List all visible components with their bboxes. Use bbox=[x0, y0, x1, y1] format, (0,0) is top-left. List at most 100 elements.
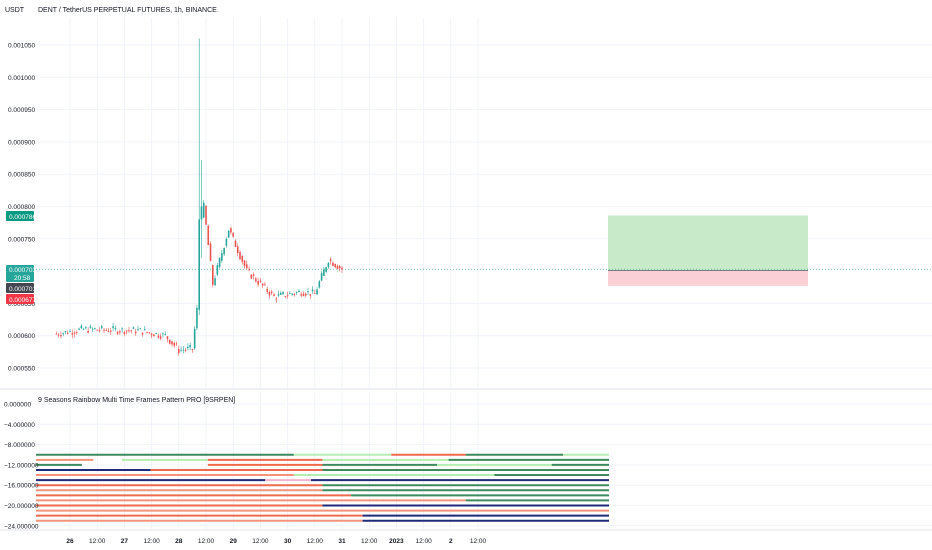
candle-body[interactable] bbox=[259, 280, 262, 282]
candle-body[interactable] bbox=[166, 336, 169, 340]
candle-body[interactable] bbox=[234, 240, 237, 248]
candle-body[interactable] bbox=[96, 329, 98, 331]
candle-body[interactable] bbox=[128, 330, 130, 332]
candle-body[interactable] bbox=[327, 262, 330, 267]
candle-body[interactable] bbox=[255, 278, 257, 282]
candle-body[interactable] bbox=[144, 329, 146, 331]
candle-body[interactable] bbox=[320, 273, 323, 281]
candle-body[interactable] bbox=[164, 334, 166, 335]
candle-body[interactable] bbox=[121, 328, 123, 330]
candle-body[interactable] bbox=[89, 326, 92, 328]
candle-body[interactable] bbox=[132, 327, 135, 329]
candle-body[interactable] bbox=[168, 339, 171, 344]
candle-body[interactable] bbox=[252, 274, 255, 276]
candle-body[interactable] bbox=[98, 329, 101, 331]
candle-body[interactable] bbox=[302, 293, 305, 296]
candle-body[interactable] bbox=[69, 331, 71, 332]
candle-body[interactable] bbox=[275, 298, 278, 300]
candle-body[interactable] bbox=[221, 253, 223, 261]
candle-body[interactable] bbox=[332, 262, 334, 266]
candle-body[interactable] bbox=[246, 264, 248, 269]
candle-body[interactable] bbox=[248, 269, 250, 271]
candle-body[interactable] bbox=[80, 325, 83, 329]
candle-body[interactable] bbox=[155, 333, 157, 334]
candle-body[interactable] bbox=[270, 291, 273, 293]
candle-body[interactable] bbox=[134, 331, 137, 334]
candle-body[interactable] bbox=[196, 307, 198, 329]
candle-body[interactable] bbox=[171, 341, 173, 345]
candle-body[interactable] bbox=[291, 293, 293, 295]
candle-body[interactable] bbox=[241, 255, 244, 262]
candle-body[interactable] bbox=[334, 264, 336, 268]
candle-body[interactable] bbox=[148, 332, 151, 334]
candle-body[interactable] bbox=[198, 219, 200, 310]
candle-body[interactable] bbox=[225, 238, 228, 246]
candle-body[interactable] bbox=[261, 283, 264, 286]
candle-body[interactable] bbox=[78, 328, 80, 330]
candle-body[interactable] bbox=[62, 333, 64, 335]
candle-body[interactable] bbox=[202, 202, 205, 218]
candle-body[interactable] bbox=[116, 331, 119, 334]
candle-body[interactable] bbox=[119, 331, 121, 333]
candle-body[interactable] bbox=[150, 333, 153, 336]
candle-body[interactable] bbox=[182, 349, 185, 351]
candle-body[interactable] bbox=[280, 292, 282, 295]
candle-body[interactable] bbox=[309, 294, 312, 296]
candle-body[interactable] bbox=[178, 349, 180, 353]
candle-body[interactable] bbox=[243, 260, 246, 266]
candle-body[interactable] bbox=[209, 243, 212, 262]
candle-body[interactable] bbox=[153, 334, 155, 337]
candle-body[interactable] bbox=[64, 331, 67, 333]
candle-body[interactable] bbox=[146, 331, 148, 333]
candle-body[interactable] bbox=[218, 257, 221, 268]
candle-body[interactable] bbox=[193, 328, 196, 349]
candle-body[interactable] bbox=[107, 330, 110, 332]
candle-body[interactable] bbox=[232, 232, 234, 237]
candle-body[interactable] bbox=[284, 296, 287, 298]
candle-body[interactable] bbox=[71, 333, 74, 335]
candle-body[interactable] bbox=[60, 335, 62, 337]
candle-body[interactable] bbox=[329, 259, 332, 261]
candle-body[interactable] bbox=[189, 345, 191, 348]
candle-body[interactable] bbox=[273, 294, 275, 297]
candle-body[interactable] bbox=[268, 291, 271, 296]
candle-body[interactable] bbox=[105, 329, 108, 331]
candle-body[interactable] bbox=[293, 294, 296, 296]
candle-body[interactable] bbox=[316, 289, 318, 295]
candle-body[interactable] bbox=[162, 333, 164, 335]
candle-body[interactable] bbox=[85, 327, 87, 329]
candle-body[interactable] bbox=[207, 225, 210, 246]
candle-body[interactable] bbox=[139, 328, 142, 330]
candle-body[interactable] bbox=[304, 293, 307, 296]
candle-body[interactable] bbox=[298, 290, 300, 293]
candle-body[interactable] bbox=[125, 330, 128, 332]
candle-body[interactable] bbox=[257, 281, 259, 285]
candle-body[interactable] bbox=[341, 267, 343, 270]
candle-body[interactable] bbox=[230, 228, 232, 233]
candle-body[interactable] bbox=[289, 293, 291, 294]
candle-body[interactable] bbox=[110, 330, 112, 332]
candle-body[interactable] bbox=[307, 291, 309, 293]
candle-body[interactable] bbox=[227, 230, 230, 238]
candle-body[interactable] bbox=[286, 295, 289, 297]
candle-body[interactable] bbox=[180, 349, 182, 351]
candle-body[interactable] bbox=[66, 333, 69, 335]
candle-body[interactable] bbox=[76, 331, 78, 333]
candle-body[interactable] bbox=[239, 251, 241, 260]
candle-body[interactable] bbox=[216, 265, 219, 275]
candle-body[interactable] bbox=[103, 329, 105, 331]
candle-body[interactable] bbox=[112, 326, 114, 329]
candle-body[interactable] bbox=[282, 292, 284, 295]
candle-body[interactable] bbox=[318, 281, 321, 288]
candle-body[interactable] bbox=[200, 206, 203, 220]
candle-body[interactable] bbox=[159, 336, 162, 339]
candle-body[interactable] bbox=[173, 343, 176, 346]
candle-body[interactable] bbox=[223, 248, 225, 255]
candle-body[interactable] bbox=[314, 293, 316, 294]
candle-body[interactable] bbox=[323, 269, 325, 276]
candle-body[interactable] bbox=[175, 343, 178, 345]
candle-body[interactable] bbox=[264, 284, 266, 286]
candle-body[interactable] bbox=[55, 333, 58, 335]
candle-body[interactable] bbox=[137, 329, 139, 331]
